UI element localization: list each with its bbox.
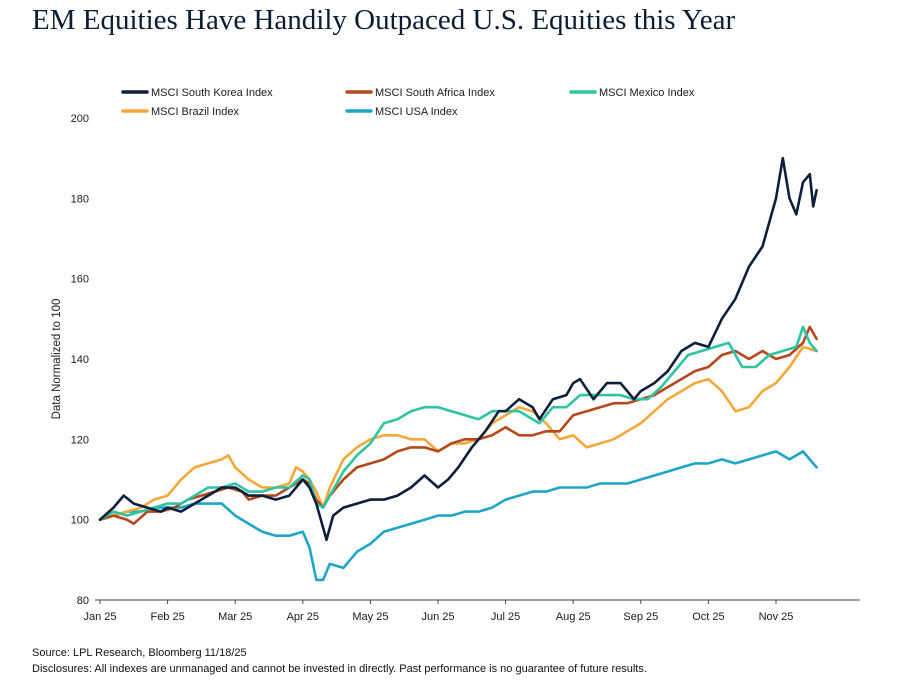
y-tick-label: 80 [77,595,89,607]
y-tick-label: 140 [71,354,89,366]
series-line [98,325,818,525]
legend-label: MSCI USA Index [375,106,458,118]
legend-item: MSCI Mexico Index [569,87,695,99]
x-tick-label: Jan 25 [83,611,116,623]
legend-label: MSCI Brazil Index [151,106,240,118]
x-tick-label: May 25 [352,611,388,623]
chart-legend: MSCI South Korea Index MSCI South Africa … [121,87,695,118]
legend-item: MSCI South Korea Index [121,87,273,99]
legend-label: MSCI South Africa Index [375,87,495,99]
chart-footer: Source: LPL Research, Bloomberg 11/18/25… [32,645,647,677]
series-line [98,325,818,521]
legend-label: MSCI South Korea Index [151,87,273,99]
x-tick-label: Apr 25 [287,611,319,623]
line-chart: MSCI South Korea Index MSCI South Africa … [51,87,860,623]
source-note: Source: LPL Research, Bloomberg 11/18/25 [32,647,247,659]
y-axis-label: Data Normalized to 100 [51,299,63,420]
x-tick-label: Jun 25 [421,611,454,623]
x-tick-label: Aug 25 [556,611,591,623]
chart-title: EM Equities Have Handily Outpaced U.S. E… [32,4,736,36]
y-tick-label: 160 [71,274,89,286]
x-tick-label: Nov 25 [759,611,794,623]
series-line [98,345,818,521]
x-tick-label: Feb 25 [150,611,184,623]
y-tick-label: 100 [71,515,89,527]
series-line [98,450,818,582]
y-axis-ticks: 80 100 120 140 160 180 200 [71,113,89,607]
y-tick-label: 120 [71,434,89,446]
legend-item: MSCI South Africa Index [345,87,495,99]
x-tick-label: Mar 25 [218,611,252,623]
y-tick-label: 200 [71,113,89,125]
y-tick-label: 180 [71,193,89,205]
disclosures-note: Disclosures: All indexes are unmanaged a… [32,663,647,675]
legend-label: MSCI Mexico Index [599,87,695,99]
legend-item: MSCI Brazil Index [121,106,240,118]
series-lines [98,156,818,582]
series-line [98,156,818,542]
x-tick-label: Oct 25 [692,611,724,623]
legend-item: MSCI USA Index [345,106,458,118]
x-tick-label: Jul 25 [491,611,520,623]
x-axis-ticks: Jan 25 Feb 25 Mar 25 Apr 25 May 25 Jun 25 Jul … [83,600,793,623]
x-tick-label: Sep 25 [623,611,658,623]
